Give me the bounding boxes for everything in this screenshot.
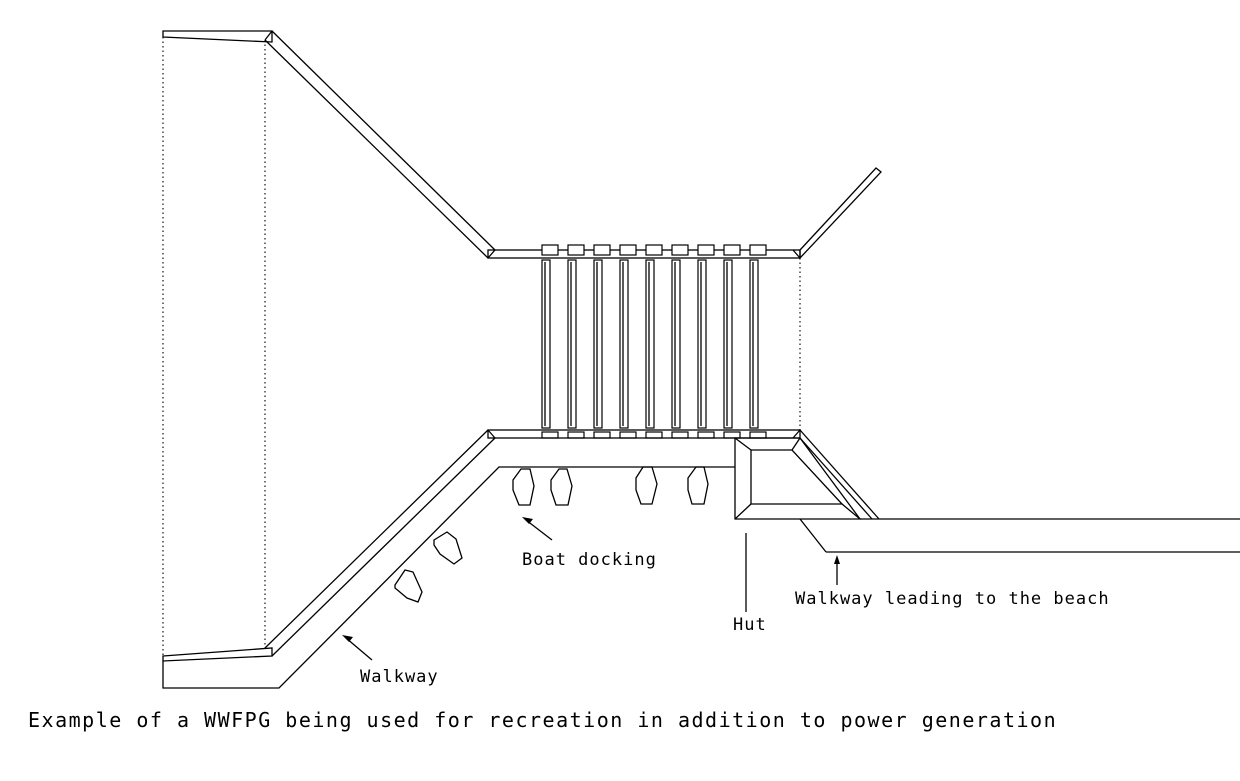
beach-walkway-arrow [834,555,840,585]
boat [512,468,535,506]
hut [734,437,862,520]
walkway-arrow [342,635,373,661]
boat [394,569,423,603]
left-reservoir-boundary [162,37,266,656]
upper-left-wall [162,30,496,259]
generator-blade [723,244,741,439]
generator-blade [541,244,559,439]
upper-right-wall [799,167,882,260]
beach-walkway-label: Walkway leading to the beach [795,589,1110,609]
walkway-label: Walkway [360,667,439,687]
beach-walkway [799,518,1240,553]
diagram-caption: Example of a WWFPG being used for recrea… [28,708,1057,732]
walkway-structure [162,466,735,689]
generator-blade [697,244,715,439]
boat [635,466,658,505]
boat [550,468,573,506]
boats [394,466,709,603]
boat-docking-arrow [522,517,553,541]
lower-left-wall [162,429,496,662]
generator-blade [567,244,585,439]
lower-right-wall [799,429,880,520]
boat [433,531,463,565]
generator-blade [671,244,689,439]
generator-blade [619,244,637,439]
hut-label: Hut [733,615,767,635]
boat-docking-label: Boat docking [522,550,657,570]
boat [687,466,709,505]
generator-blade [749,244,767,439]
generator-blade [593,244,611,439]
generator-blade [645,244,663,439]
lower-rail [487,429,801,439]
generator-blades [541,244,767,439]
